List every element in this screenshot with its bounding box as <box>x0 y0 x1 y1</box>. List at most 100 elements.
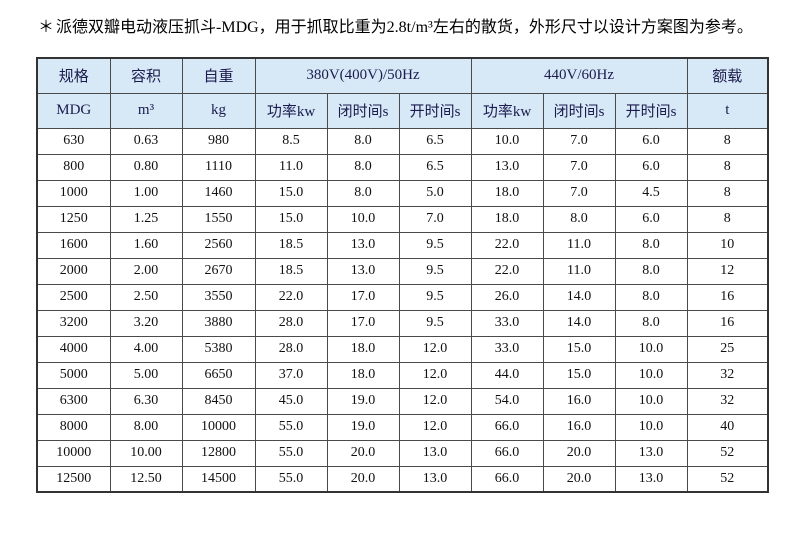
cell-power-50hz: 55.0 <box>254 413 328 441</box>
cell-rated-load: 8 <box>686 127 769 155</box>
cell-open-time-60hz: 13.0 <box>614 465 688 493</box>
cell-power-50hz: 15.0 <box>254 179 328 207</box>
table-row: 6300 6.30 8450 45.0 19.0 12.0 54.0 16.0 10.0 32 <box>36 387 769 415</box>
header-open-time-60hz: 开时间s <box>614 92 688 129</box>
cell-open-time-60hz: 4.5 <box>614 179 688 207</box>
cell-self-weight: 1110 <box>181 153 256 181</box>
cell-open-time-50hz: 12.0 <box>398 387 472 415</box>
header-rated-load-unit: t <box>686 92 769 129</box>
cell-spec: 2000 <box>36 257 111 285</box>
cell-open-time-60hz: 13.0 <box>614 439 688 467</box>
cell-spec: 3200 <box>36 309 111 337</box>
cell-close-time-60hz: 7.0 <box>542 127 616 155</box>
cell-close-time-50hz: 17.0 <box>326 309 400 337</box>
cell-open-time-60hz: 10.0 <box>614 361 688 389</box>
cell-rated-load: 52 <box>686 465 769 493</box>
cell-self-weight: 5380 <box>181 335 256 363</box>
cell-open-time-60hz: 10.0 <box>614 413 688 441</box>
table-header-row-2: MDG m³ kg 功率kw 闭时间s 开时间s 功率kw 闭时间s 开时间s … <box>36 92 769 129</box>
cell-volume: 1.25 <box>109 205 183 233</box>
cell-self-weight: 12800 <box>181 439 256 467</box>
cell-power-60hz: 18.0 <box>470 205 544 233</box>
cell-volume: 12.50 <box>109 465 183 493</box>
cell-close-time-50hz: 19.0 <box>326 413 400 441</box>
cell-open-time-60hz: 6.0 <box>614 153 688 181</box>
header-power-50hz: 功率kw <box>254 92 328 129</box>
cell-open-time-50hz: 12.0 <box>398 361 472 389</box>
cell-close-time-60hz: 20.0 <box>542 465 616 493</box>
cell-rated-load: 8 <box>686 205 769 233</box>
cell-self-weight: 6650 <box>181 361 256 389</box>
table-row: 5000 5.00 6650 37.0 18.0 12.0 44.0 15.0 10.0 32 <box>36 361 769 389</box>
cell-open-time-60hz: 6.0 <box>614 205 688 233</box>
header-rated-load: 额载 <box>686 57 769 94</box>
cell-power-60hz: 66.0 <box>470 439 544 467</box>
cell-spec: 630 <box>36 127 111 155</box>
cell-close-time-60hz: 14.0 <box>542 283 616 311</box>
cell-close-time-50hz: 17.0 <box>326 283 400 311</box>
cell-power-50hz: 22.0 <box>254 283 328 311</box>
cell-open-time-50hz: 7.0 <box>398 205 472 233</box>
cell-open-time-50hz: 12.0 <box>398 413 472 441</box>
cell-spec: 1600 <box>36 231 111 259</box>
cell-power-60hz: 33.0 <box>470 335 544 363</box>
cell-close-time-50hz: 13.0 <box>326 231 400 259</box>
cell-close-time-50hz: 10.0 <box>326 205 400 233</box>
cell-open-time-50hz: 13.0 <box>398 465 472 493</box>
cell-rated-load: 16 <box>686 309 769 337</box>
cell-power-60hz: 13.0 <box>470 153 544 181</box>
cell-power-60hz: 10.0 <box>470 127 544 155</box>
header-volume-unit: m³ <box>109 92 183 129</box>
cell-close-time-50hz: 20.0 <box>326 439 400 467</box>
cell-close-time-60hz: 7.0 <box>542 179 616 207</box>
note-asterisk-marker: ＊ <box>38 19 55 36</box>
spec-table-body: 630 0.63 980 8.5 8.0 6.5 10.0 7.0 6.0 8 800 0.80 111… <box>36 127 769 493</box>
cell-power-60hz: 22.0 <box>470 257 544 285</box>
header-open-time-50hz: 开时间s <box>398 92 472 129</box>
cell-power-60hz: 18.0 <box>470 179 544 207</box>
cell-power-60hz: 54.0 <box>470 387 544 415</box>
cell-power-50hz: 15.0 <box>254 205 328 233</box>
cell-power-60hz: 66.0 <box>470 465 544 493</box>
header-close-time-60hz: 闭时间s <box>542 92 616 129</box>
header-spec-unit: MDG <box>36 92 111 129</box>
cell-power-50hz: 18.5 <box>254 257 328 285</box>
table-row: 2000 2.00 2670 18.5 13.0 9.5 22.0 11.0 8.0 12 <box>36 257 769 285</box>
cell-self-weight: 14500 <box>181 465 256 493</box>
cell-power-60hz: 22.0 <box>470 231 544 259</box>
cell-close-time-60hz: 16.0 <box>542 387 616 415</box>
cell-spec: 2500 <box>36 283 111 311</box>
cell-rated-load: 52 <box>686 439 769 467</box>
table-row: 4000 4.00 5380 28.0 18.0 12.0 33.0 15.0 10.0 25 <box>36 335 769 363</box>
cell-power-50hz: 55.0 <box>254 439 328 467</box>
cell-close-time-60hz: 11.0 <box>542 231 616 259</box>
cell-spec: 6300 <box>36 387 111 415</box>
cell-volume: 2.50 <box>109 283 183 311</box>
header-380v-group: 380V(400V)/50Hz <box>254 57 472 94</box>
cell-rated-load: 16 <box>686 283 769 311</box>
cell-close-time-60hz: 8.0 <box>542 205 616 233</box>
cell-close-time-50hz: 8.0 <box>326 127 400 155</box>
cell-rated-load: 32 <box>686 361 769 389</box>
cell-rated-load: 40 <box>686 413 769 441</box>
cell-volume: 4.00 <box>109 335 183 363</box>
table-row: 2500 2.50 3550 22.0 17.0 9.5 26.0 14.0 8.0 16 <box>36 283 769 311</box>
cell-spec: 8000 <box>36 413 111 441</box>
cell-self-weight: 10000 <box>181 413 256 441</box>
cell-power-50hz: 55.0 <box>254 465 328 493</box>
cell-volume: 2.00 <box>109 257 183 285</box>
table-row: 1000 1.00 1460 15.0 8.0 5.0 18.0 7.0 4.5 8 <box>36 179 769 207</box>
cell-spec: 1000 <box>36 179 111 207</box>
cell-close-time-50hz: 19.0 <box>326 387 400 415</box>
cell-spec: 12500 <box>36 465 111 493</box>
cell-open-time-60hz: 8.0 <box>614 257 688 285</box>
header-440v-group: 440V/60Hz <box>470 57 688 94</box>
cell-close-time-50hz: 13.0 <box>326 257 400 285</box>
cell-close-time-60hz: 20.0 <box>542 439 616 467</box>
header-power-60hz: 功率kw <box>470 92 544 129</box>
cell-spec: 1250 <box>36 205 111 233</box>
header-weight-unit: kg <box>181 92 256 129</box>
cell-self-weight: 980 <box>181 127 256 155</box>
table-row: 1250 1.25 1550 15.0 10.0 7.0 18.0 8.0 6.0 8 <box>36 205 769 233</box>
cell-open-time-60hz: 8.0 <box>614 309 688 337</box>
